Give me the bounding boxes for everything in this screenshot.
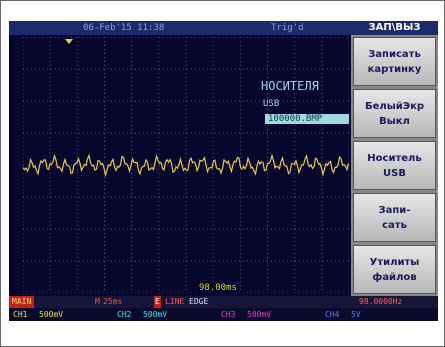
channel-name: CH3	[221, 308, 235, 321]
menu-title: ЗАП\ВЫЗ	[351, 21, 438, 35]
storage-title: НОСИТЕЛЯ	[261, 79, 319, 93]
channel-bar: CH1 500mV CH2 500mV CH3 500mV CH4 5V	[9, 308, 438, 321]
timebase-label: M	[95, 296, 100, 308]
menu-button[interactable]: Запи-сать	[353, 193, 436, 242]
oscilloscope-display: 06-Feb'15 11:38 Trig'd НОСИТЕЛЯ USB 1000…	[9, 21, 438, 321]
button-text: сать	[354, 218, 435, 233]
channel-scale: 500mV	[143, 308, 167, 321]
waveform-grid	[23, 37, 349, 293]
channel-name: CH4	[325, 308, 339, 321]
button-text: Утилиты	[354, 255, 435, 270]
button-text: Запи-	[354, 203, 435, 218]
frequency: 98.0000Hz	[359, 296, 402, 308]
trigger-source: LINE	[165, 296, 184, 308]
trigger-status: Trig'd	[271, 21, 304, 35]
button-text: картинку	[354, 62, 435, 77]
datetime: 06-Feb'15 11:38	[83, 21, 164, 35]
button-text: Записать	[354, 47, 435, 62]
button-text: БелыйЭкр	[354, 99, 435, 114]
mode: MAIN	[9, 296, 34, 308]
screenshot: 06-Feb'15 11:38 Trig'd НОСИТЕЛЯ USB 1000…	[0, 0, 445, 347]
button-text: USB	[354, 166, 435, 181]
button-text: Носитель	[354, 151, 435, 166]
trigger-label: E	[154, 296, 161, 308]
storage-device: USB	[263, 99, 279, 109]
button-text: файлов	[354, 270, 435, 285]
timebase: 25ms	[103, 296, 122, 308]
file-name: 100000.BMP	[265, 114, 349, 124]
channel-name: CH2	[117, 308, 131, 321]
channel-scale: 500mV	[39, 308, 63, 321]
channel-scale: 5V	[351, 308, 361, 321]
trigger-bar: MAIN M 25ms E LINE EDGE 98.0000Hz	[9, 296, 438, 308]
time-marker: 98.00ms	[199, 283, 237, 293]
button-text: Выкл	[354, 114, 435, 129]
channel-scale: 500mV	[247, 308, 271, 321]
trigger-type: EDGE	[189, 296, 208, 308]
channel-name: CH1	[13, 308, 27, 321]
trigger-position-marker	[65, 39, 73, 44]
status-bar: 06-Feb'15 11:38 Trig'd	[9, 21, 351, 35]
